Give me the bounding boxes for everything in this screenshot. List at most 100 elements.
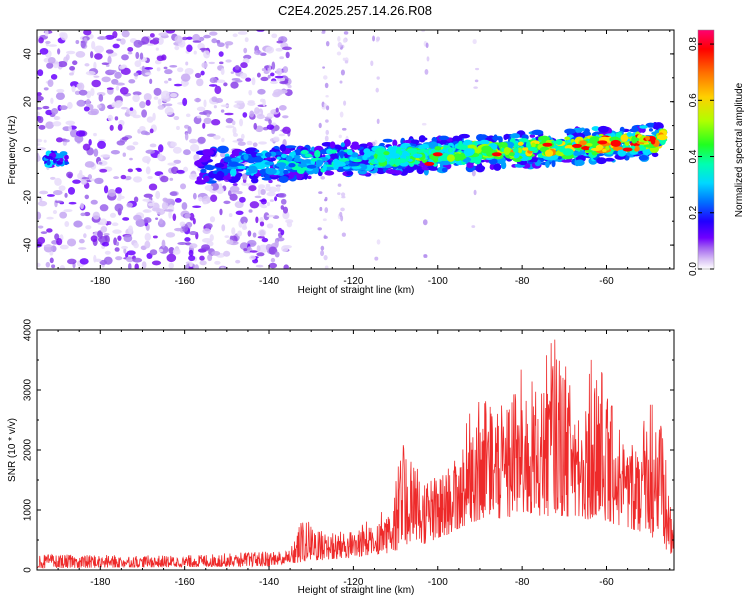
noise-blob [151, 260, 162, 266]
noise-blob [93, 254, 97, 263]
noise-blob [144, 240, 151, 249]
noise-blob [112, 31, 118, 39]
noise-blob [94, 177, 104, 185]
streak-blob [370, 60, 374, 67]
echo-blob [382, 138, 393, 143]
echo-blob [383, 151, 390, 156]
echo-blob [276, 156, 281, 160]
noise-blob [187, 126, 192, 135]
snr-panel: -180 -160 -140 -120 -100 -80 -60 0 1000 2000 3000… [7, 318, 675, 596]
noise-blob [129, 107, 134, 111]
streak-blob [474, 79, 479, 83]
noise-blob [107, 188, 117, 197]
echo-blob [406, 148, 418, 154]
noise-blob [45, 109, 53, 116]
streak-blob [374, 256, 379, 261]
noise-blob [200, 70, 205, 76]
noise-blob [66, 50, 76, 55]
noise-blob [106, 87, 114, 90]
noise-blob [220, 266, 225, 269]
noise-blob [209, 216, 216, 223]
echo-blob [248, 165, 258, 174]
noise-blob [126, 145, 136, 151]
noise-blob [79, 169, 83, 176]
noise-blob [242, 173, 248, 181]
noise-blob [44, 30, 49, 37]
echo-blob [350, 143, 361, 150]
echo-blob [255, 152, 264, 157]
noise-blob [249, 201, 260, 209]
noise-blob [196, 78, 204, 87]
noise-blob [83, 233, 87, 239]
noise-blob [264, 185, 272, 192]
noise-blob [161, 201, 169, 211]
noise-blob [202, 228, 211, 234]
noise-blob [80, 202, 84, 210]
noise-blob [286, 221, 293, 228]
noise-blob [172, 146, 182, 154]
noise-blob [101, 62, 109, 65]
echo-blob [203, 175, 210, 183]
echo-blob [304, 153, 313, 158]
noise-blob [140, 130, 149, 135]
noise-blob [113, 176, 120, 180]
noise-blob [133, 39, 143, 48]
noise-blob [148, 183, 158, 191]
noise-blob [184, 213, 191, 219]
noise-blob [241, 182, 248, 187]
echo-blob [577, 150, 586, 155]
noise-blob [156, 67, 161, 72]
echo-blob [324, 170, 335, 176]
streak-blob [376, 36, 381, 42]
echo-blob [503, 147, 511, 155]
echo-blob [531, 142, 536, 148]
noise-blob [199, 260, 207, 266]
noise-blob [163, 66, 168, 70]
echo-blob [573, 151, 580, 157]
noise-blob [256, 245, 261, 253]
echo-blob [278, 175, 289, 183]
echo-peak [424, 161, 435, 166]
noise-blob [117, 124, 123, 131]
noise-blob [255, 264, 264, 268]
noise-blob [203, 99, 207, 108]
noise-blob [235, 210, 244, 215]
noise-blob [230, 81, 239, 89]
noise-blob [274, 196, 278, 202]
noise-blob [188, 255, 196, 262]
noise-blob [111, 102, 118, 108]
noise-blob [121, 245, 129, 250]
noise-blob [158, 248, 164, 253]
spectrogram-ytick-label: 40 [23, 48, 34, 60]
spectrogram-xtick-label: -180 [90, 276, 110, 287]
echo-blob [283, 169, 289, 175]
noise-blob [152, 37, 160, 42]
colorbar-gradient [697, 29, 715, 270]
echo-blob [216, 170, 225, 179]
noise-blob [235, 80, 243, 83]
noise-blob [90, 235, 98, 242]
echo-blob [375, 166, 387, 175]
noise-blob [277, 192, 287, 198]
noise-blob [225, 125, 235, 129]
noise-blob [40, 231, 48, 234]
noise-blob [165, 232, 176, 238]
echo-blob [285, 155, 293, 162]
streak-blob [323, 75, 328, 80]
echo-blob [243, 153, 249, 161]
echo-blob [648, 128, 654, 132]
noise-blob [204, 184, 214, 191]
noise-blob [45, 40, 51, 44]
noise-blob [37, 107, 43, 110]
echo-blob [44, 155, 53, 159]
noise-blob [196, 106, 206, 112]
noise-blob [141, 261, 147, 269]
noise-blob [249, 110, 255, 118]
noise-blob [43, 87, 49, 91]
echo-blob [345, 160, 350, 165]
streak-blob [337, 192, 341, 196]
noise-blob [37, 69, 44, 77]
echo-blob [585, 142, 593, 147]
noise-blob [240, 62, 248, 69]
noise-blob [164, 103, 173, 107]
